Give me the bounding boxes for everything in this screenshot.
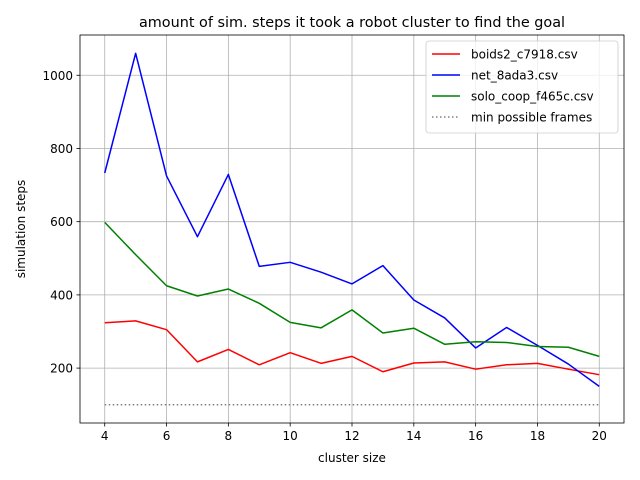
y-tick-label: 1000 <box>42 69 73 83</box>
series-lines <box>104 52 600 406</box>
y-tick-label: 800 <box>50 142 73 156</box>
legend-label: net_8ada3.csv <box>471 69 558 83</box>
plot-frame <box>79 34 625 424</box>
legend-box <box>425 40 619 134</box>
x-tick-label: 10 <box>283 429 298 443</box>
y-tick-label: 400 <box>50 288 73 302</box>
x-tick-label: 18 <box>530 429 545 443</box>
legend: boids2_c7918.csv net_8ada3.csv solo_coop_f… <box>425 40 619 134</box>
x-tick-label: 16 <box>468 429 483 443</box>
x-axis-ticks: 4 6 8 10 12 14 16 18 20 <box>101 423 607 443</box>
x-axis-label: cluster size <box>318 451 386 465</box>
x-tick-label: 12 <box>344 429 359 443</box>
x-tick-label: 8 <box>225 429 233 443</box>
series-line-2 <box>104 52 600 388</box>
legend-label: solo_coop_f465c.csv <box>471 90 594 104</box>
y-axis-ticks: 200 400 600 800 1000 <box>42 69 80 376</box>
x-tick-label: 6 <box>163 429 171 443</box>
x-tick-label: 14 <box>406 429 421 443</box>
chart-title: amount of sim. steps it took a robot clu… <box>139 15 565 31</box>
x-tick-label: 4 <box>101 429 109 443</box>
x-tick-label: 20 <box>592 429 607 443</box>
legend-label: min possible frames <box>471 111 592 125</box>
y-axis-label: simulation steps <box>14 180 28 279</box>
series-line-3 <box>104 221 600 358</box>
legend-label: boids2_c7918.csv <box>471 48 578 62</box>
y-tick-label: 600 <box>50 215 73 229</box>
y-tick-label: 200 <box>50 362 73 376</box>
series-line-1 <box>104 320 600 376</box>
